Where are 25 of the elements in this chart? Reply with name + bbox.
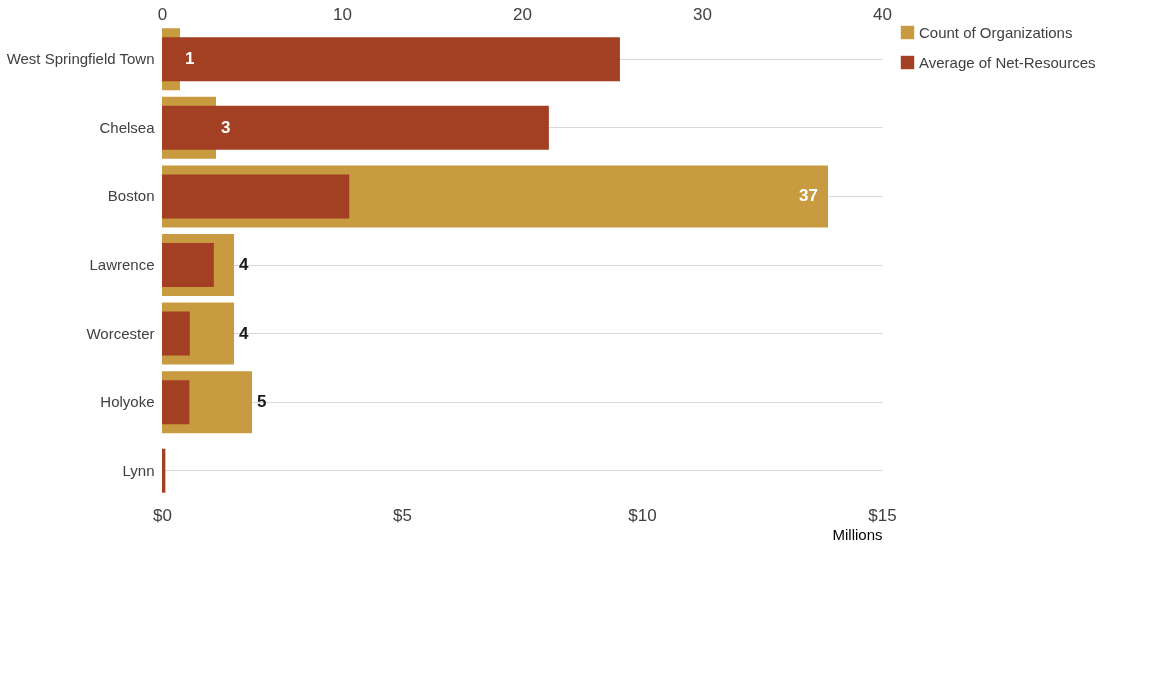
x-tick-label: $10 <box>628 505 657 525</box>
x-axis-title: Millions <box>832 525 883 543</box>
x2-tick-label: 0 <box>157 4 168 24</box>
legend-label: Count of Organizations <box>919 23 1073 41</box>
x-tick-label: $15 <box>868 505 897 525</box>
y-tick-label: West Springfield Town <box>6 50 155 68</box>
x2-tick-label: 20 <box>513 4 532 24</box>
y-tick-label: Chelsea <box>99 118 156 136</box>
y-tick-label: Lawrence <box>89 256 155 273</box>
y-tick-label: Worcester <box>86 324 155 342</box>
y-tick-label: Holyoke <box>100 393 155 411</box>
y-tick-label: Lynn <box>122 461 155 479</box>
data-label: 4 <box>239 323 249 343</box>
x-tick-label: $0 <box>153 505 172 525</box>
data-label: 5 <box>257 392 267 412</box>
x2-tick-label: 10 <box>333 4 352 24</box>
x2-tick-label: 30 <box>693 4 712 24</box>
data-label: 4 <box>239 255 249 274</box>
x2-tick-label: 40 <box>873 4 892 24</box>
data-label: 37 <box>799 186 818 206</box>
data-label: 1 <box>185 49 195 69</box>
y-tick-label: Boston <box>107 187 155 205</box>
data-label: 3 <box>221 117 231 137</box>
x-tick-label: $5 <box>393 505 412 525</box>
legend-label: Average of Net-Resources <box>919 53 1096 71</box>
